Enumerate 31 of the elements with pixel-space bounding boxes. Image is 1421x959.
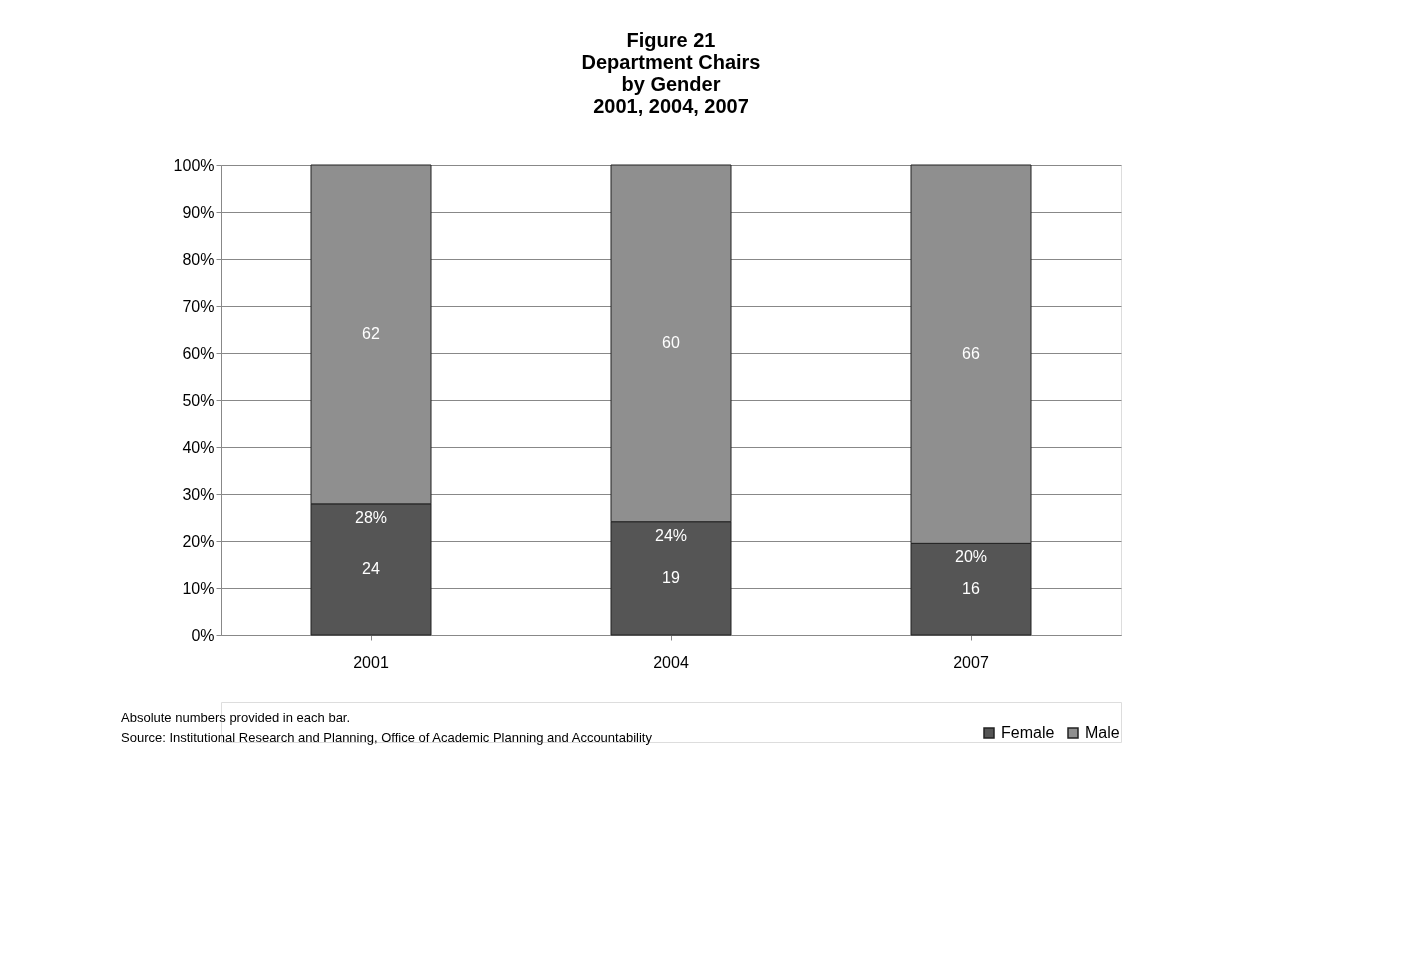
annotation: 66: [962, 345, 980, 363]
text: Department Chairs: [581, 51, 761, 73]
annotation: 19: [662, 569, 680, 587]
x-tick-label: 2001: [353, 653, 389, 671]
annotation: 60: [662, 334, 680, 352]
x-tick-label: 2004: [653, 653, 689, 671]
legend-label: Male: [1085, 724, 1120, 741]
y-tick-label: 70%: [182, 297, 215, 315]
annotation: 16: [962, 580, 980, 598]
y-tick-label: 20%: [182, 532, 215, 550]
y-tick-label: 90%: [182, 203, 215, 221]
y-tick-label: 50%: [182, 391, 215, 409]
y-tick-label: 100%: [173, 156, 215, 174]
x-tick-label: 2007: [953, 653, 989, 671]
y-tick-label: 40%: [182, 438, 215, 456]
annotation: 24: [362, 560, 380, 578]
y-tick-label: 10%: [182, 579, 215, 597]
text: by Gender: [621, 73, 721, 95]
y-tick-label: 80%: [182, 250, 215, 268]
annotation: 20%: [954, 548, 988, 566]
text: 2001, 2004, 2007: [593, 95, 749, 117]
source-note: Source: Institutional Research and Planning, Office of Academic Planning and Accountability: [121, 730, 653, 745]
y-tick-label: 0%: [191, 626, 215, 644]
annotation: 24%: [654, 526, 688, 544]
annotation: 62: [362, 325, 380, 343]
y-tick-label: 30%: [182, 485, 215, 503]
text: Absolute numbers provided in each bar.: [121, 710, 351, 725]
y-tick-label: 60%: [182, 344, 215, 362]
annotation: 28%: [354, 508, 388, 526]
legend-label: Female: [1001, 724, 1055, 741]
text: Figure 21: [626, 29, 716, 51]
